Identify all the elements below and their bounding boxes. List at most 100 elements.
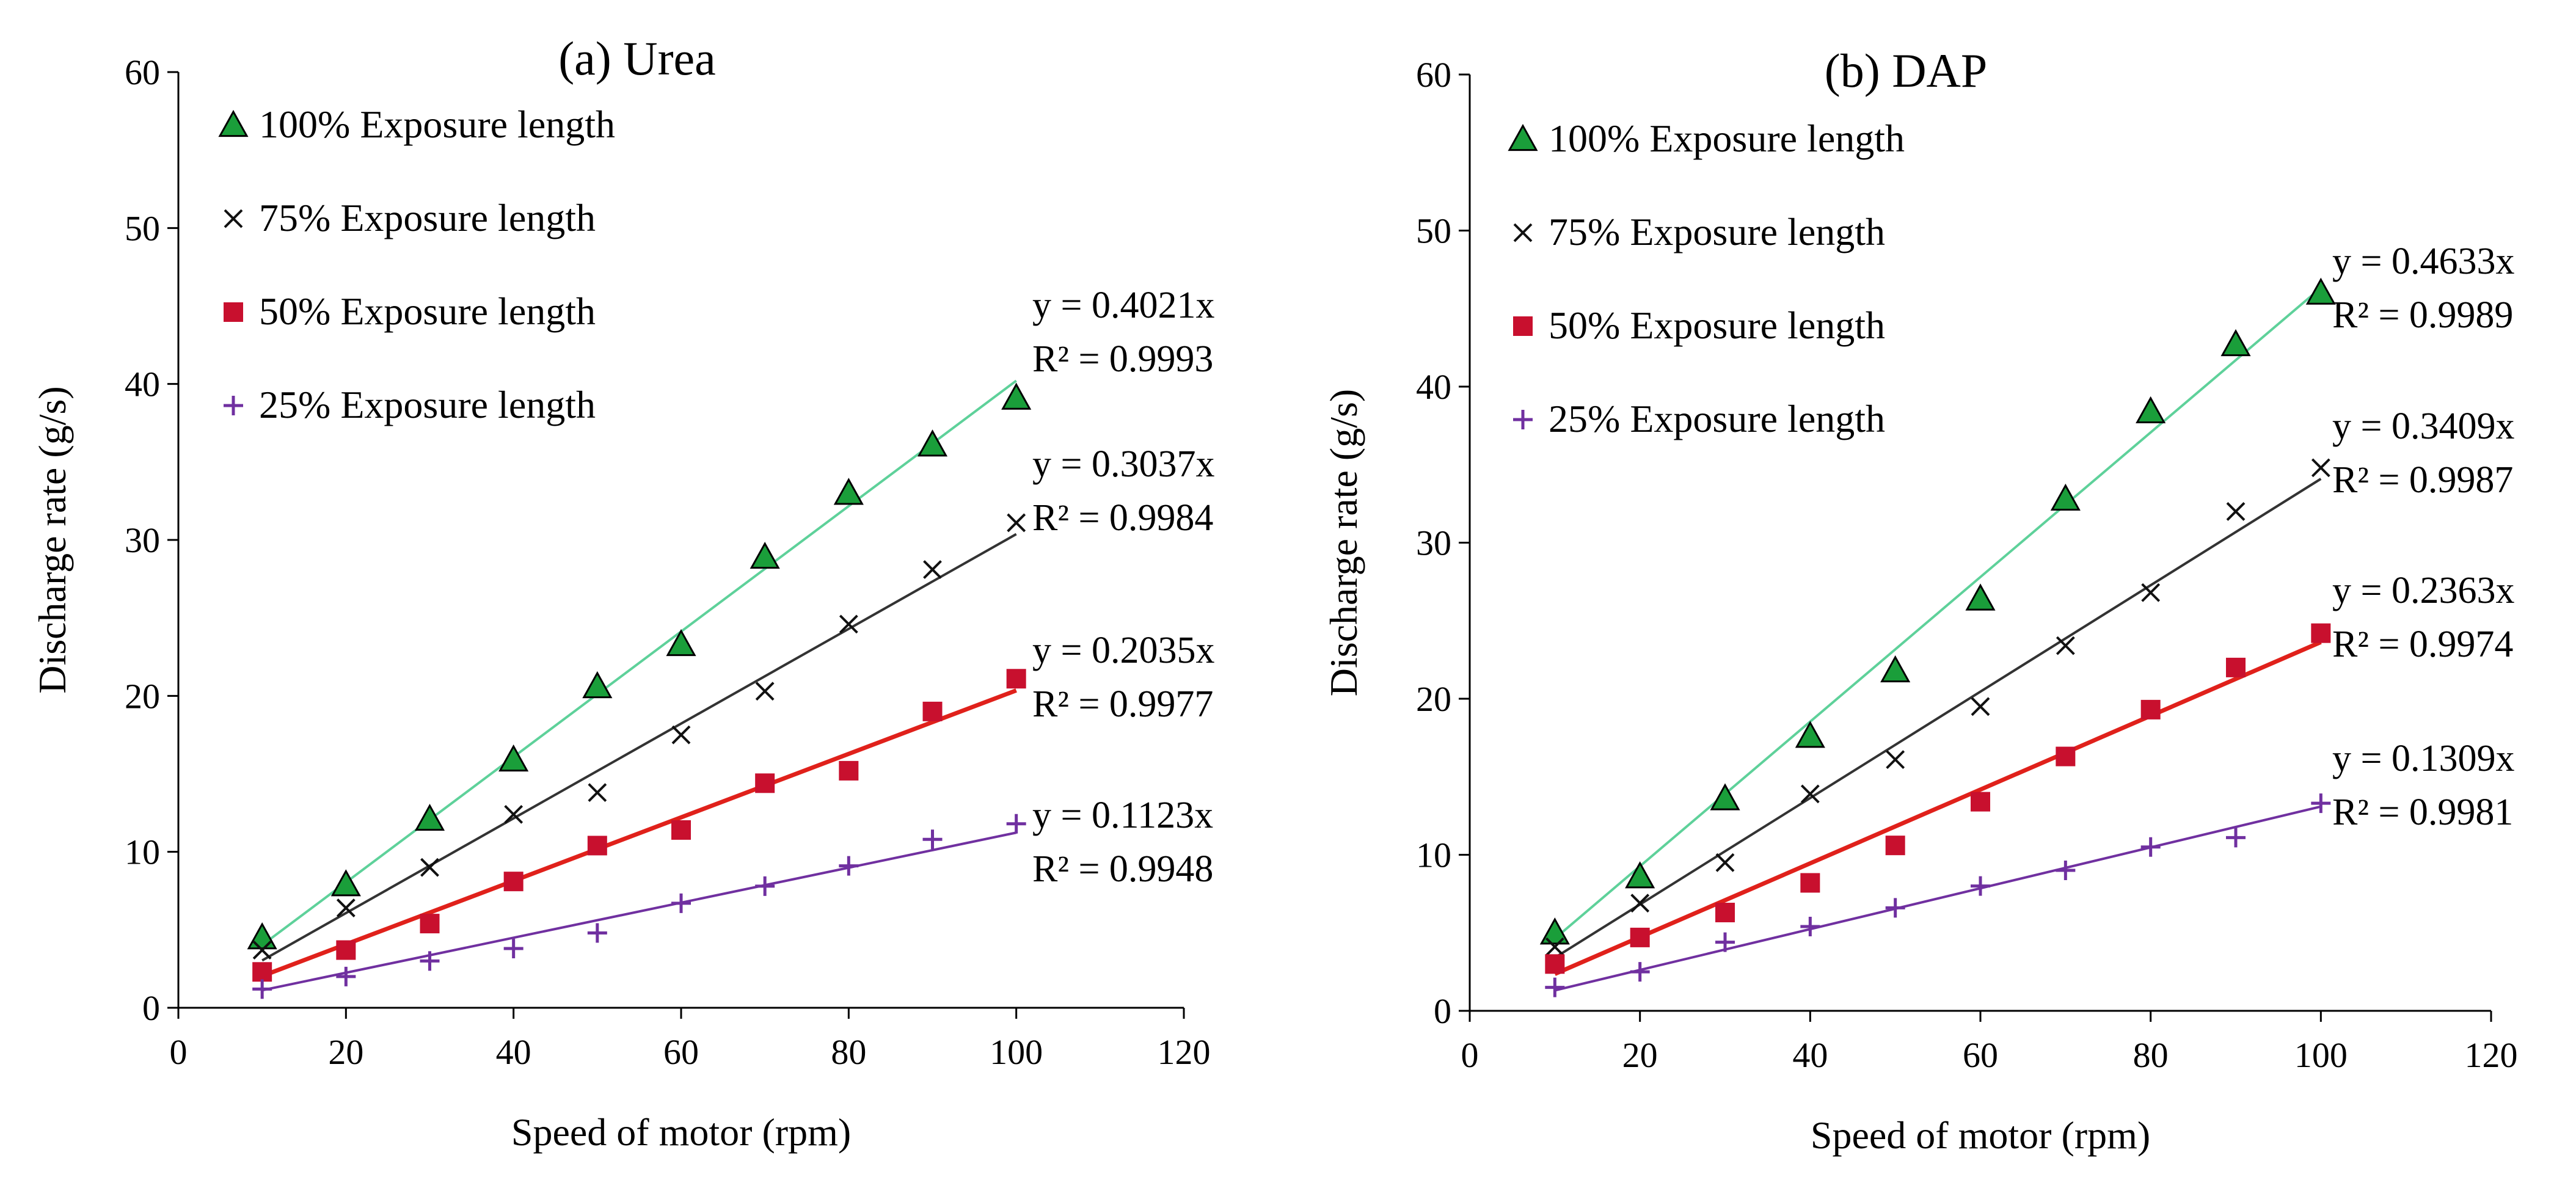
data-point [750, 541, 780, 569]
trendline-equation: y = 0.2363x [2332, 570, 2514, 611]
data-point [2056, 746, 2076, 767]
trendline-equation: y = 0.2035x [1032, 630, 1214, 671]
data-point [1965, 583, 1996, 611]
trendline-equation: y = 0.1309x [2332, 738, 2514, 779]
data-point [1006, 669, 1026, 689]
y-tick-label: 10 [1416, 836, 1451, 875]
y-tick-label: 20 [125, 676, 160, 716]
data-point [1885, 898, 1905, 918]
data-point [2056, 636, 2075, 655]
trendline-r-squared: R² = 0.9977 [1032, 683, 1213, 725]
x-tick-label: 60 [1963, 1035, 1998, 1075]
data-point [588, 783, 607, 803]
chart-panel-dap: 0 10 20 30 40 50 60 0 20 40 60 80 100 120 Speed of mot… [1322, 44, 2518, 1157]
data-point [1508, 123, 1538, 151]
trendline [1553, 640, 2322, 976]
trendline [261, 379, 1017, 946]
y-tick-label: 20 [1416, 679, 1451, 719]
data-point [2311, 623, 2331, 643]
data-point [1800, 873, 1820, 893]
data-point [1545, 977, 1565, 997]
series-cross [252, 513, 1026, 962]
data-point [1885, 836, 1905, 856]
legend-item: 75% Exposure length [1513, 210, 1885, 253]
data-point [218, 109, 249, 137]
trendline-equation: y = 0.3037x [1032, 443, 1214, 485]
data-point [922, 829, 943, 850]
legend-item: 75% Exposure length [224, 196, 596, 239]
chart-title: (b) DAP [1825, 44, 1988, 97]
data-point [252, 962, 272, 982]
y-tick-label: 0 [1434, 991, 1451, 1031]
legend-label: 50% Exposure length [1549, 304, 1885, 347]
trendline-r-squared: R² = 0.9948 [1032, 848, 1213, 890]
legend-item: 25% Exposure length [224, 383, 596, 426]
data-point [587, 923, 607, 943]
y-tick-label: 60 [125, 53, 160, 92]
x-tick-label: 120 [1158, 1032, 1211, 1072]
data-point [224, 302, 243, 322]
trendline [1554, 805, 2321, 992]
legend-item: 25% Exposure length [1513, 397, 1885, 440]
data-point [414, 803, 445, 831]
data-point [1630, 894, 1650, 913]
trendline [261, 533, 1017, 962]
trendline-equation: y = 0.4021x [1032, 285, 1214, 326]
data-point [1971, 876, 1990, 896]
x-tick-label: 0 [170, 1032, 188, 1072]
data-point [1539, 917, 1570, 945]
data-point [247, 922, 277, 950]
x-tick-label: 40 [496, 1032, 531, 1072]
trendline-equation: y = 0.1123x [1032, 795, 1213, 836]
data-point [420, 951, 440, 971]
data-point [2140, 699, 2161, 719]
data-point [1545, 954, 1565, 974]
data-point [336, 966, 356, 986]
data-point [839, 614, 858, 634]
data-point [666, 628, 696, 657]
data-point [671, 893, 691, 913]
data-point [1625, 861, 1655, 889]
trendline [261, 831, 1017, 992]
data-point [252, 941, 272, 960]
y-axis-title: Discharge rate (g/s) [1322, 389, 1365, 697]
x-tick-label: 120 [2465, 1035, 2518, 1075]
series-triangle [247, 379, 1032, 950]
trendline [261, 688, 1017, 978]
legend-label: 75% Exposure length [259, 196, 596, 239]
data-point [336, 898, 356, 918]
data-point [839, 760, 859, 781]
series-cross [1545, 458, 2330, 959]
y-tick-label: 40 [1416, 367, 1451, 407]
data-point [2140, 837, 2161, 857]
x-axis-title: Speed of motor (rpm) [1811, 1113, 2150, 1157]
chart-panel-urea: 0 10 20 30 40 50 60 0 20 40 60 80 100 120 Speed of mot… [31, 32, 1214, 1154]
data-point [1886, 750, 1905, 770]
trendline [1554, 286, 2322, 940]
data-point [2226, 828, 2246, 848]
data-point [2141, 583, 2161, 602]
trendline-r-squared: R² = 0.9974 [2332, 624, 2513, 665]
trendline-r-squared: R² = 0.9981 [2332, 792, 2513, 833]
data-point [839, 856, 859, 876]
legend-item: 100% Exposure length [1508, 117, 1905, 160]
series-plus [1545, 793, 2331, 997]
data-point [336, 940, 356, 960]
data-point [330, 869, 361, 897]
y-tick-label: 30 [125, 520, 160, 560]
data-point [2226, 501, 2246, 521]
data-point [2311, 793, 2331, 814]
x-tick-label: 100 [990, 1032, 1043, 1072]
data-point [587, 836, 607, 856]
legend-label: 25% Exposure length [259, 383, 596, 426]
data-point [2305, 277, 2336, 305]
x-tick-label: 80 [831, 1032, 866, 1072]
y-tick-label: 50 [125, 208, 160, 248]
data-point [671, 725, 691, 745]
data-point [755, 876, 775, 896]
y-tick-label: 0 [142, 988, 160, 1028]
series-square [252, 669, 1026, 982]
data-point [498, 744, 529, 772]
data-point [1710, 783, 1740, 810]
